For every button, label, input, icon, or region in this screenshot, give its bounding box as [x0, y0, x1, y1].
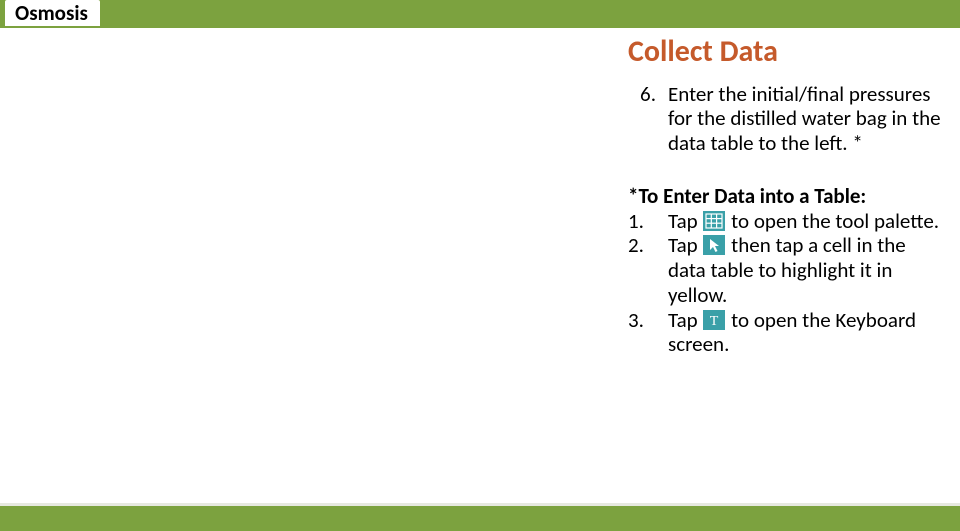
note-item-1-post: to open the tool palette.: [726, 208, 939, 234]
table-icon: [703, 211, 725, 231]
footer-bar: [0, 506, 960, 531]
note-item-2-number: 2.: [628, 233, 656, 307]
note-item-1: 1. Tap to open the tool palette.: [628, 209, 948, 234]
header-bar: Osmosis: [0, 0, 960, 28]
slide-page: Osmosis Collect Data 6. Enter the initia…: [0, 0, 960, 531]
note-title: *To Enter Data into a Table:: [628, 184, 948, 209]
note-item-2-pre: Tap: [668, 232, 702, 258]
step-6-number: 6.: [628, 82, 656, 156]
note-item-3-number: 3.: [628, 308, 656, 358]
step-6: 6. Enter the initial/final pressures for…: [628, 82, 948, 156]
header-title: Osmosis: [15, 0, 88, 26]
section-title: Collect Data: [628, 36, 948, 68]
note-list: 1. Tap to open the tool palette.: [628, 209, 948, 358]
cursor-icon: [703, 235, 725, 255]
note-item-2: 2. Tap then tap a cell in the data table…: [628, 233, 948, 307]
note-item-1-number: 1.: [628, 209, 656, 234]
note-item-1-pre: Tap: [668, 208, 702, 234]
note-item-3-text: Tap T to open the Keyboard screen.: [668, 308, 948, 358]
header-title-tab: Osmosis: [5, 0, 100, 26]
svg-text:T: T: [710, 314, 719, 329]
right-content-column: Collect Data 6. Enter the initial/final …: [628, 36, 948, 357]
step-6-text: Enter the initial/final pressures for th…: [668, 82, 948, 156]
note-item-1-text: Tap to open the tool palette.: [668, 209, 948, 234]
text-t-icon: T: [703, 310, 725, 330]
note-item-2-text: Tap then tap a cell in the data table to…: [668, 233, 948, 307]
note-item-3-pre: Tap: [668, 307, 702, 333]
note-item-3: 3. Tap T to open the Keyboard screen.: [628, 308, 948, 358]
